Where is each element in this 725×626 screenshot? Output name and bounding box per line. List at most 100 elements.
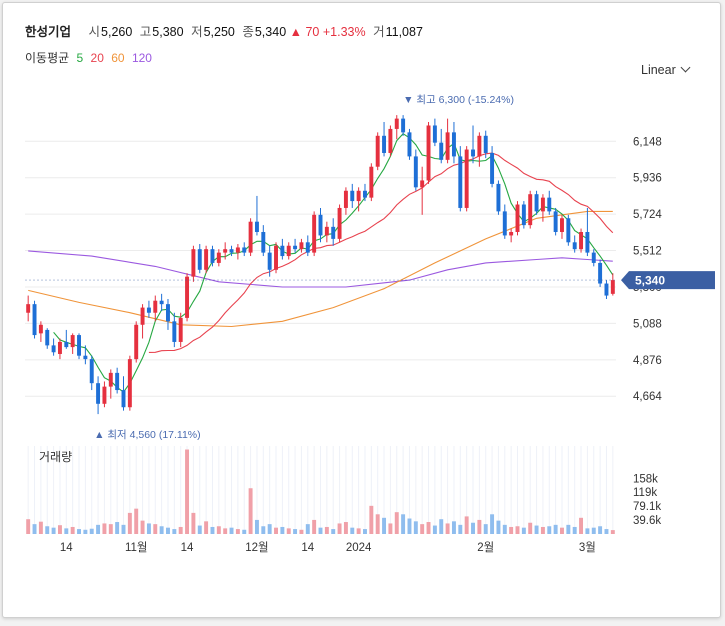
volume-bar bbox=[305, 524, 310, 534]
candle bbox=[445, 118, 450, 164]
candle-body bbox=[579, 232, 584, 250]
x-tick-label: 3월 bbox=[579, 541, 596, 554]
volume-bar bbox=[83, 529, 88, 534]
candle bbox=[146, 300, 151, 318]
candle-body bbox=[153, 300, 158, 313]
scale-select[interactable]: Linear bbox=[641, 62, 691, 77]
candle bbox=[159, 293, 164, 312]
ma20-line bbox=[148, 152, 614, 353]
volume-bar bbox=[540, 526, 545, 534]
candle-body bbox=[57, 341, 62, 354]
candle-body bbox=[439, 142, 444, 160]
volume-bar bbox=[591, 527, 596, 534]
volume-bar bbox=[146, 523, 151, 534]
ma60-line bbox=[28, 210, 613, 328]
candle bbox=[464, 146, 469, 212]
volume-bar bbox=[515, 526, 520, 534]
candle bbox=[242, 242, 247, 257]
candle-body bbox=[115, 372, 120, 391]
candle-body bbox=[458, 156, 463, 208]
volume-bar bbox=[261, 526, 266, 534]
candle bbox=[363, 183, 367, 202]
candle bbox=[140, 304, 145, 339]
volume-bar bbox=[534, 525, 539, 534]
volume-bar bbox=[57, 525, 62, 534]
candle bbox=[471, 125, 475, 164]
change-value: ▲ 70 bbox=[289, 25, 320, 39]
candle-body bbox=[331, 226, 336, 239]
y-tick-label: 5,724 bbox=[633, 209, 662, 221]
candle-body bbox=[51, 345, 56, 353]
volume-bar bbox=[585, 528, 590, 534]
quote-bar: 한성기업 시5,260 고5,380 저5,250 종5,340 ▲ 70 +1… bbox=[25, 21, 423, 40]
candle bbox=[343, 187, 348, 215]
x-tick-label: 14 bbox=[301, 542, 314, 554]
candle-body bbox=[324, 226, 329, 236]
stock-name: 한성기업 bbox=[25, 25, 72, 39]
candle-body bbox=[26, 304, 31, 313]
candle bbox=[426, 122, 431, 184]
volume-bar bbox=[560, 527, 564, 534]
volume-bar bbox=[102, 523, 107, 534]
candle bbox=[350, 183, 355, 208]
candle-body bbox=[299, 242, 304, 250]
close-label: 종 bbox=[242, 25, 254, 39]
candle bbox=[490, 146, 495, 188]
candle-body bbox=[229, 249, 234, 253]
volume-tick-label: 39.6k bbox=[633, 515, 661, 527]
volume-bar bbox=[127, 512, 132, 534]
volume-bar bbox=[496, 520, 501, 534]
candle-body bbox=[521, 204, 526, 226]
candle bbox=[216, 249, 221, 267]
candle-body bbox=[388, 128, 393, 153]
y-tick-label: 5,512 bbox=[633, 246, 662, 258]
candle bbox=[293, 238, 298, 253]
volume-bar bbox=[26, 519, 31, 534]
ma120-line bbox=[28, 250, 613, 288]
candle bbox=[566, 214, 571, 246]
volume-bar bbox=[216, 526, 221, 534]
volume-bar bbox=[312, 519, 317, 534]
volume-bar bbox=[280, 526, 285, 534]
candle-body bbox=[286, 245, 291, 257]
volume-bar bbox=[51, 527, 56, 534]
candle bbox=[331, 218, 336, 246]
candle-body bbox=[172, 321, 177, 342]
volume-bar bbox=[32, 524, 37, 534]
candle bbox=[267, 245, 272, 277]
candle bbox=[305, 235, 310, 257]
volume-bar bbox=[172, 529, 177, 534]
candle-body bbox=[248, 221, 253, 253]
candle-body bbox=[471, 149, 475, 157]
candle bbox=[77, 333, 81, 360]
volume-bar bbox=[153, 524, 158, 534]
candle-body bbox=[407, 132, 412, 157]
candle bbox=[420, 166, 425, 215]
volume-bar bbox=[134, 508, 139, 534]
price-chart[interactable]: 6,1485,9365,7245,5125,3005,0884,8764,664… bbox=[3, 3, 720, 617]
candle-body bbox=[83, 355, 88, 360]
candle-body bbox=[45, 329, 50, 346]
high-label: 고 bbox=[139, 25, 152, 39]
candle-body bbox=[32, 304, 37, 336]
candle bbox=[439, 128, 444, 164]
volume-bar bbox=[223, 528, 228, 534]
volume-bar bbox=[89, 528, 94, 534]
candle-body bbox=[451, 132, 456, 157]
candle bbox=[560, 214, 564, 239]
volume-tick-label: 79.1k bbox=[633, 501, 661, 513]
current-price-tag bbox=[621, 271, 715, 290]
candle bbox=[204, 245, 209, 274]
candle bbox=[45, 328, 50, 349]
volume-bar bbox=[159, 526, 164, 534]
candle-body bbox=[553, 211, 558, 232]
candle bbox=[477, 132, 482, 167]
candle bbox=[64, 329, 69, 349]
candle-body bbox=[185, 276, 190, 318]
volume-bar bbox=[191, 512, 196, 534]
volume-bar bbox=[432, 525, 437, 534]
candle-body bbox=[591, 252, 596, 263]
grid-lines bbox=[25, 140, 616, 534]
low-label: 저 bbox=[191, 25, 203, 39]
candle-body bbox=[375, 135, 380, 167]
